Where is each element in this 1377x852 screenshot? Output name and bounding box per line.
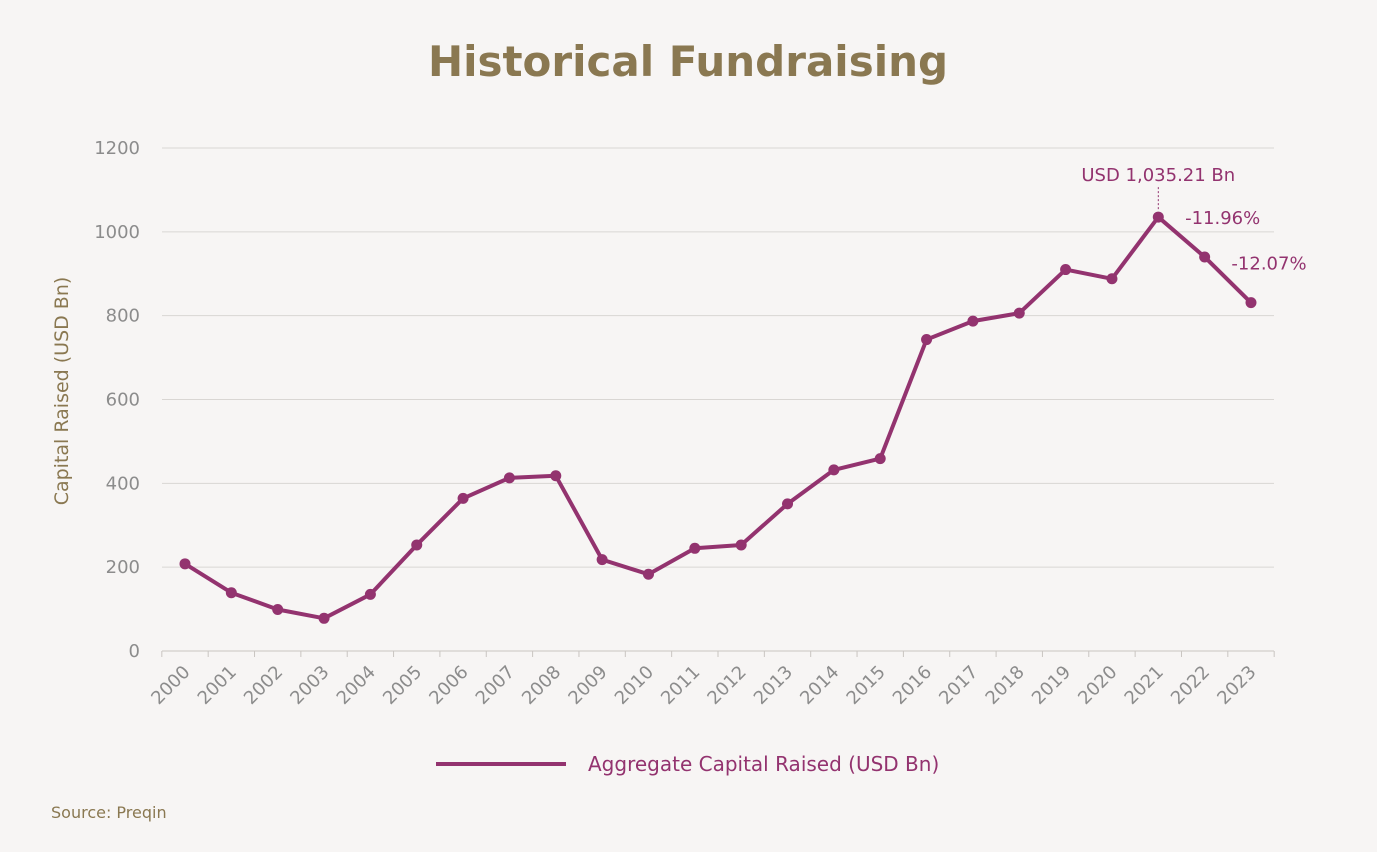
annotations: USD 1,035.21 Bn -11.96% -12.07% — [1081, 165, 1306, 275]
source-note: Source: Preqin — [51, 803, 167, 822]
annotation-label: -11.96% — [1185, 208, 1260, 229]
y-tick-label: 1200 — [94, 138, 140, 159]
legend: Aggregate Capital Raised (USD Bn) — [436, 752, 939, 776]
data-point — [1106, 273, 1118, 285]
x-tick-label: 2003 — [286, 662, 333, 709]
data-point — [828, 464, 840, 476]
chart-title: Historical Fundraising — [428, 37, 948, 86]
data-point — [364, 588, 376, 600]
data-point — [179, 558, 191, 570]
data-point — [735, 539, 747, 551]
legend-label: Aggregate Capital Raised (USD Bn) — [588, 752, 939, 776]
x-tick-label: 2012 — [703, 662, 750, 709]
x-tick-label: 2002 — [240, 662, 287, 709]
data-point — [921, 334, 933, 346]
data-point — [1013, 307, 1025, 319]
data-point — [318, 612, 330, 624]
x-tick-label: 2021 — [1121, 662, 1168, 709]
x-tick-label: 2016 — [889, 662, 936, 709]
x-tick-label: 2006 — [425, 662, 472, 709]
x-tick-label: 2019 — [1028, 662, 1075, 709]
x-axis-ticks: 2000 2001 2002 2003 2004 2005 2006 2007 2008 2009… — [147, 651, 1275, 709]
x-tick-label: 2008 — [518, 662, 565, 709]
x-tick-label: 2010 — [611, 662, 658, 709]
x-tick-label: 2023 — [1213, 662, 1260, 709]
data-point — [642, 568, 654, 580]
annotation-label: -12.07% — [1231, 254, 1306, 275]
data-point — [503, 472, 515, 484]
data-point — [596, 554, 608, 566]
data-point — [1152, 211, 1164, 223]
y-tick-label: 600 — [106, 390, 140, 411]
data-point — [550, 470, 562, 482]
x-tick-label: 2004 — [333, 662, 380, 709]
x-tick-label: 2011 — [657, 662, 704, 709]
data-point — [1199, 251, 1211, 263]
x-tick-label: 2009 — [564, 662, 611, 709]
data-point — [782, 498, 794, 510]
data-point — [874, 453, 886, 465]
x-tick-label: 2020 — [1074, 662, 1121, 709]
y-axis-ticks: 0 200 400 600 800 1000 1200 — [94, 138, 140, 662]
x-tick-label: 2014 — [796, 662, 843, 709]
gridlines — [162, 147, 1274, 652]
data-point — [272, 604, 284, 616]
x-tick-label: 2005 — [379, 662, 426, 709]
y-tick-label: 1000 — [94, 222, 140, 243]
data-point — [967, 315, 979, 327]
y-axis-label: Capital Raised (USD Bn) — [51, 277, 73, 506]
x-tick-label: 2017 — [935, 662, 982, 709]
x-tick-label: 2007 — [472, 662, 519, 709]
x-tick-label: 2022 — [1167, 662, 1214, 709]
x-tick-label: 2000 — [147, 662, 194, 709]
x-tick-label: 2015 — [843, 662, 890, 709]
data-point — [1060, 264, 1072, 276]
series-line — [183, 215, 1253, 621]
x-tick-label: 2018 — [982, 662, 1029, 709]
data-point — [689, 542, 701, 554]
data-point — [1245, 297, 1257, 309]
data-point — [411, 539, 423, 551]
x-tick-label: 2001 — [194, 662, 241, 709]
x-tick-label: 2013 — [750, 662, 797, 709]
series — [179, 211, 1257, 624]
annotation-label: USD 1,035.21 Bn — [1081, 165, 1235, 186]
y-tick-label: 800 — [106, 306, 140, 327]
data-point — [457, 492, 469, 504]
data-point — [225, 587, 237, 599]
y-tick-label: 200 — [106, 557, 140, 578]
y-tick-label: 400 — [106, 473, 140, 494]
y-tick-label: 0 — [129, 641, 140, 662]
